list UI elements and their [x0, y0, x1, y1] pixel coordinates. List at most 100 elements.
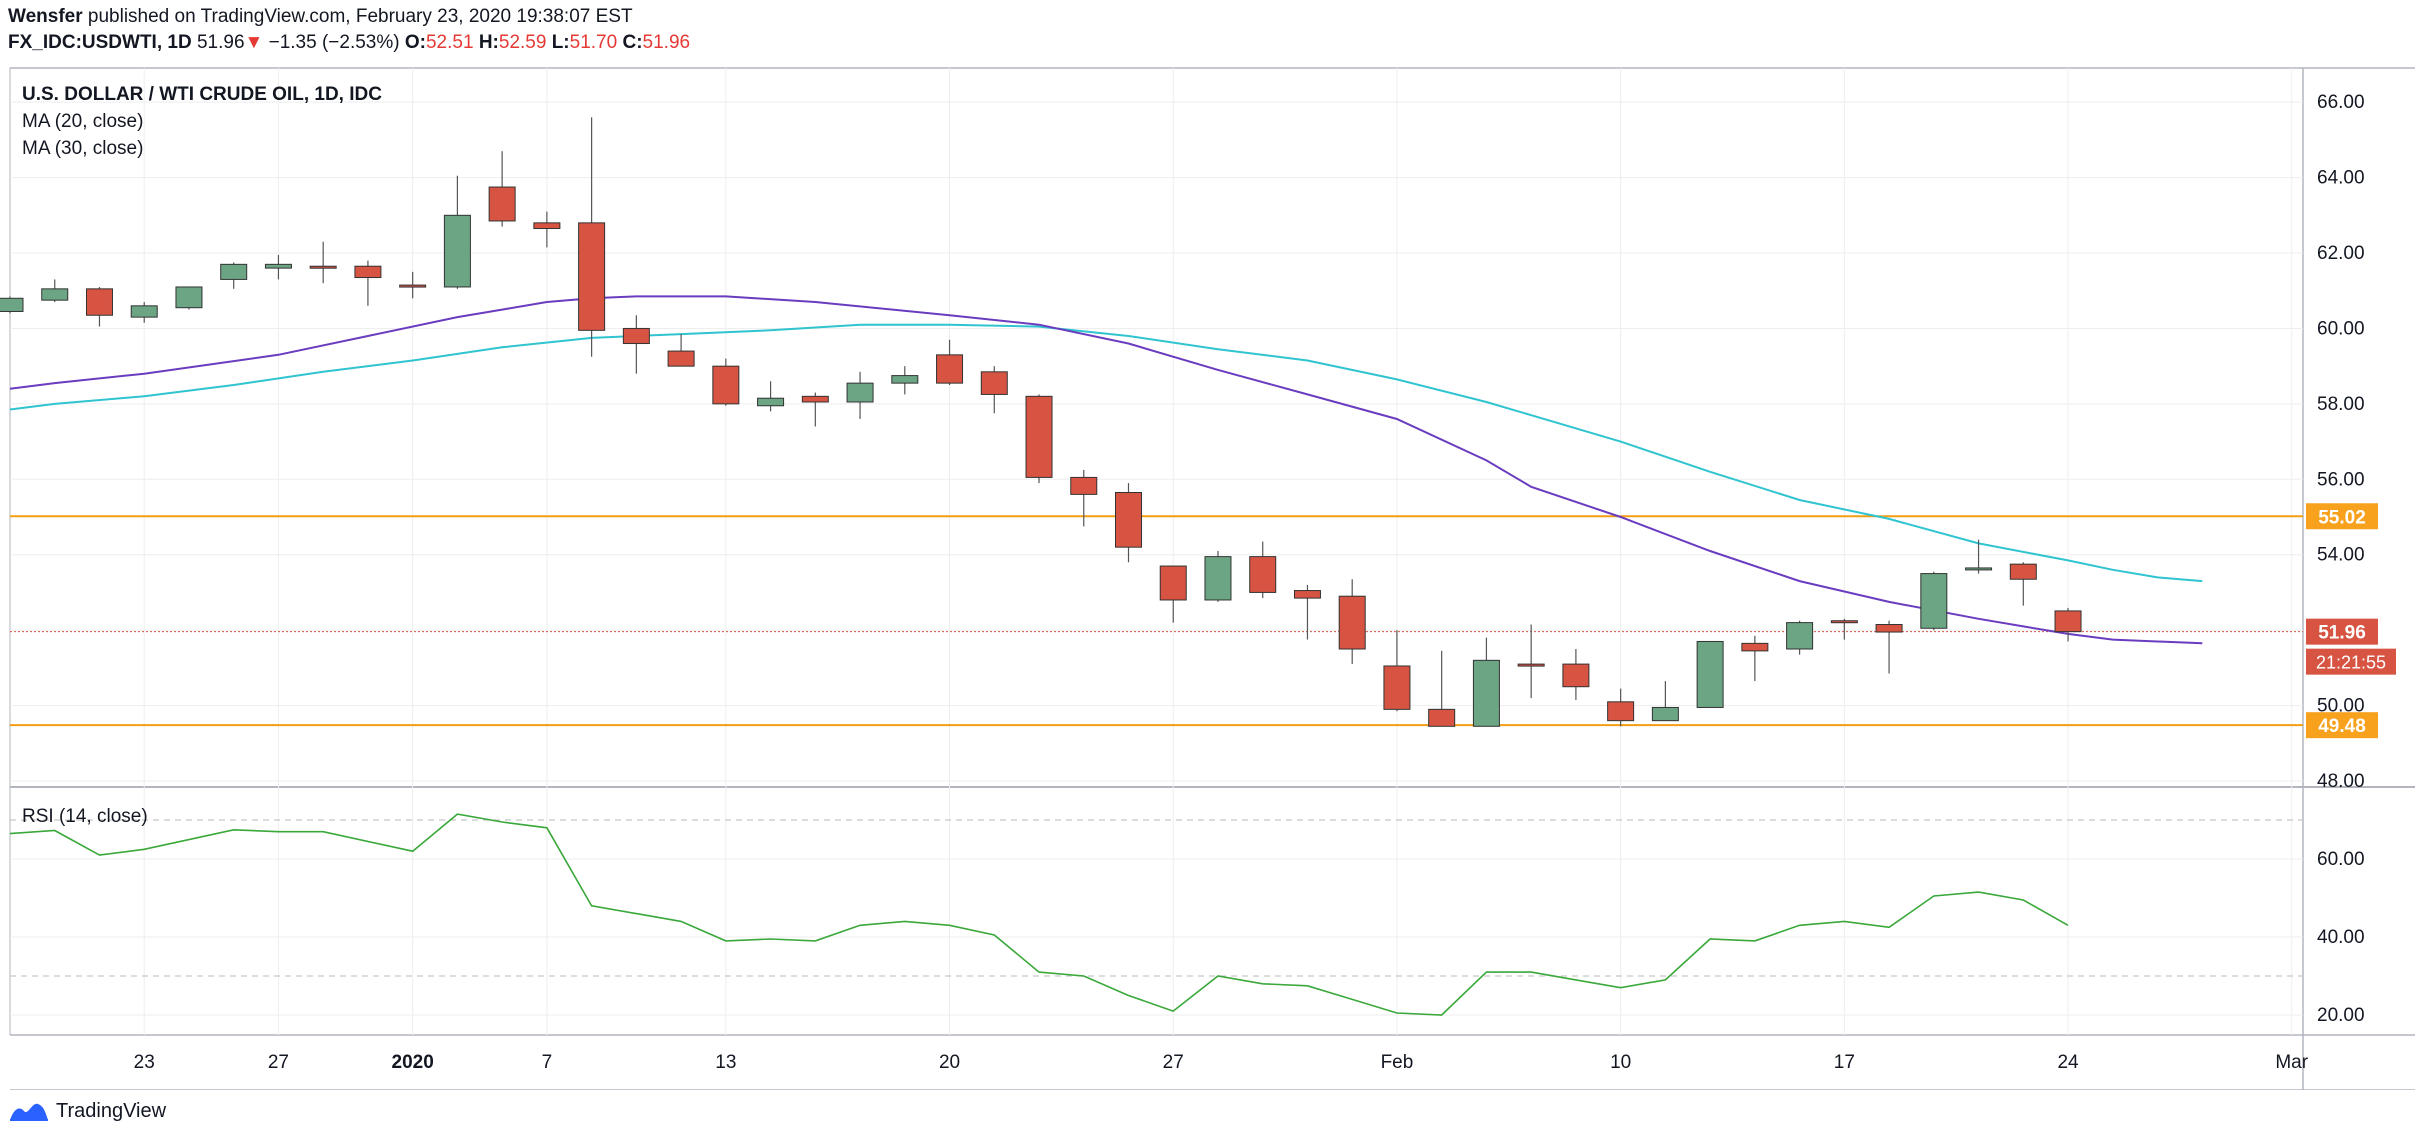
candle-body: [354, 265, 382, 279]
candle[interactable]: [1651, 681, 1679, 722]
candle[interactable]: [175, 286, 203, 310]
candle[interactable]: [1786, 620, 1814, 655]
candle-body: [1428, 708, 1456, 727]
candle-body: [1875, 623, 1903, 633]
candle[interactable]: [354, 260, 382, 306]
candle[interactable]: [85, 286, 113, 327]
time-tick-label: 2020: [392, 1052, 434, 1073]
candle-body: [1249, 556, 1277, 593]
published-text: published on TradingView.com, February 2…: [87, 6, 633, 27]
candle[interactable]: [801, 392, 829, 427]
price-change: −1.35 (−2.53%): [268, 32, 400, 53]
candle[interactable]: [1338, 579, 1366, 665]
countdown-bg: [2306, 648, 2396, 675]
time-tick-label: 13: [715, 1052, 736, 1073]
candle[interactable]: [891, 366, 919, 395]
price-tick-label: 56.00: [2317, 469, 2365, 490]
rsi-line: [9, 813, 2069, 1016]
candle[interactable]: [1204, 550, 1232, 602]
candle[interactable]: [846, 371, 874, 419]
candle-body: [712, 365, 740, 405]
candle[interactable]: [980, 366, 1008, 414]
candle[interactable]: [1965, 539, 1993, 574]
candle[interactable]: [1562, 649, 1590, 700]
close-label: C:: [622, 32, 643, 53]
candle[interactable]: [1472, 637, 1500, 727]
candle[interactable]: [130, 302, 158, 323]
time-tick-label: 27: [268, 1052, 289, 1073]
legend-ma30: MA (30, close): [22, 138, 143, 159]
tradingview-logo-icon[interactable]: [8, 1098, 50, 1124]
low-label: L:: [551, 32, 570, 53]
candle-body: [1696, 640, 1724, 708]
candle[interactable]: [2054, 607, 2082, 642]
candle[interactable]: [1293, 584, 1321, 640]
rsi-tick-label: 20.00: [2317, 1005, 2365, 1026]
candle[interactable]: [1875, 620, 1903, 674]
candle[interactable]: [0, 296, 24, 314]
candle-body: [533, 222, 561, 230]
candle-body: [578, 222, 606, 331]
time-tick-label: Mar: [2275, 1052, 2308, 1073]
candle-body: [622, 327, 650, 345]
candle[interactable]: [220, 262, 248, 289]
tradingview-brand[interactable]: TradingView: [56, 1099, 167, 1122]
ma20-line: [9, 295, 2203, 645]
candle[interactable]: [41, 279, 69, 303]
candle[interactable]: [399, 271, 427, 299]
candle[interactable]: [757, 381, 785, 412]
high-label: H:: [478, 32, 499, 53]
candle[interactable]: [1025, 394, 1053, 484]
chart-canvas[interactable]: 48.0050.0052.0054.0056.0058.0060.0062.00…: [0, 0, 2415, 1090]
candle-body: [846, 382, 874, 403]
time-tick-label: 10: [1610, 1052, 1631, 1073]
candle-body: [1517, 663, 1545, 667]
candle-body: [757, 397, 785, 407]
time-tick-label: 27: [1163, 1052, 1184, 1073]
candle[interactable]: [1383, 630, 1411, 712]
time-tick-label: 20: [939, 1052, 960, 1073]
candle[interactable]: [1696, 640, 1724, 708]
candle[interactable]: [1070, 469, 1098, 527]
symbol-info: FX_IDC:USDWTI, 1D 51.96▼ −1.35 (−2.53%) …: [8, 30, 2408, 56]
candle[interactable]: [2009, 562, 2037, 606]
author-name[interactable]: Wensfer: [8, 6, 83, 27]
candle[interactable]: [578, 117, 606, 357]
countdown-label: 21:21:55: [2316, 653, 2386, 673]
price-tick-label: 48.00: [2317, 771, 2365, 792]
candle[interactable]: [309, 241, 337, 284]
candle[interactable]: [622, 315, 650, 374]
candle-body: [667, 350, 695, 367]
symbol-label: FX_IDC:USDWTI, 1D: [8, 32, 192, 53]
candle[interactable]: [1159, 565, 1187, 623]
candle-body: [1965, 567, 1993, 571]
candle[interactable]: [1607, 688, 1635, 727]
candle[interactable]: [1115, 483, 1142, 563]
down-arrow-icon: ▼: [244, 32, 264, 53]
candle[interactable]: [1741, 635, 1769, 682]
close-value: 51.96: [642, 32, 691, 53]
legend-ma20: MA (20, close): [22, 111, 143, 132]
candle-body: [1607, 701, 1635, 722]
candle-body: [1070, 476, 1098, 495]
time-tick-label: 23: [134, 1052, 155, 1073]
candle-body: [309, 265, 337, 269]
candle[interactable]: [1920, 571, 1948, 631]
candle[interactable]: [1830, 618, 1858, 640]
candle[interactable]: [1428, 650, 1456, 727]
candle[interactable]: [264, 254, 292, 280]
candle-body: [85, 288, 113, 316]
candle-body: [891, 375, 919, 384]
candle[interactable]: [1249, 541, 1277, 599]
candle[interactable]: [443, 175, 471, 289]
candle[interactable]: [1517, 624, 1545, 699]
open-value: 52.51: [425, 32, 474, 53]
candle-body: [0, 297, 24, 312]
publish-info: Wensfer published on TradingView.com, Fe…: [8, 4, 2408, 30]
candle[interactable]: [712, 358, 740, 406]
candle[interactable]: [533, 211, 561, 248]
candle[interactable]: [667, 334, 695, 367]
candle[interactable]: [488, 151, 516, 227]
candle-body: [443, 214, 471, 288]
candle[interactable]: [936, 339, 964, 386]
